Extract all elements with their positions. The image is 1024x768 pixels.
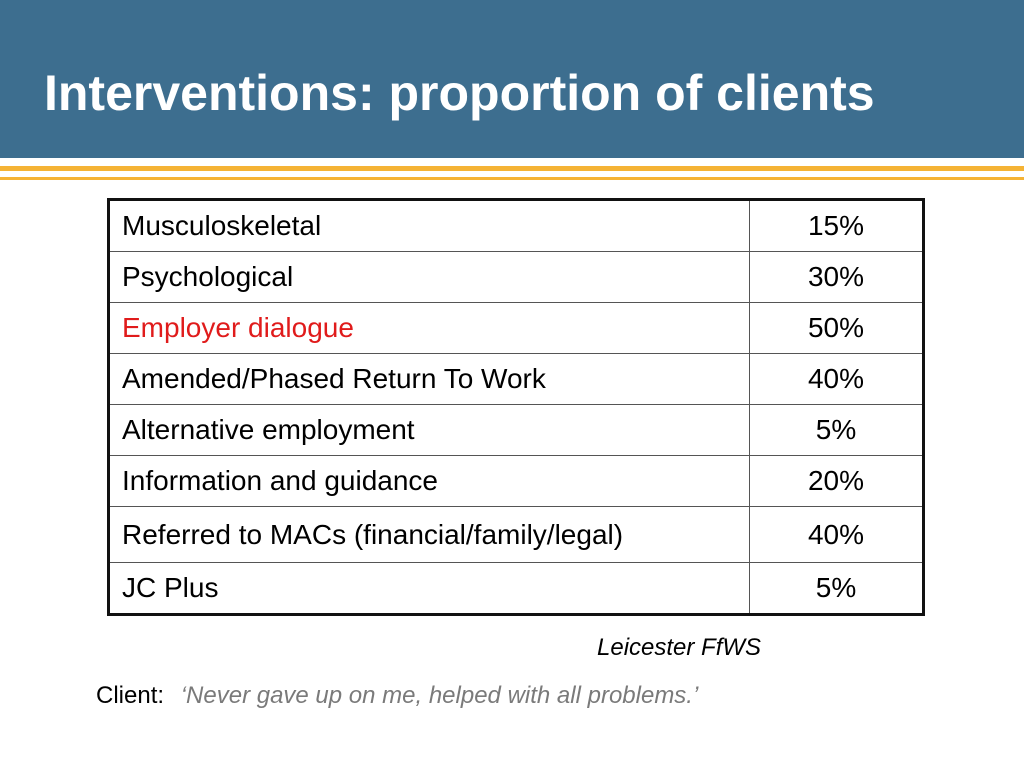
- table-row: Information and guidance 20%: [108, 455, 924, 507]
- table-row: Employer dialogue 50%: [108, 302, 924, 354]
- table-row: Psychological 30%: [108, 251, 924, 303]
- row-value: 50%: [749, 302, 924, 354]
- row-value: 40%: [749, 353, 924, 405]
- row-label-highlighted: Employer dialogue: [108, 302, 750, 354]
- row-value: 20%: [749, 455, 924, 507]
- row-label: Information and guidance: [108, 455, 750, 507]
- accent-stripe-bottom: [0, 177, 1024, 180]
- accent-stripe-top: [0, 166, 1024, 171]
- row-value: 5%: [749, 562, 924, 615]
- row-label: Amended/Phased Return To Work: [108, 353, 750, 405]
- row-label: Musculoskeletal: [108, 199, 750, 252]
- source-credit: Leicester FfWS: [597, 634, 762, 661]
- table-row: Amended/Phased Return To Work 40%: [108, 353, 924, 405]
- quote-label: Client:: [96, 682, 165, 709]
- row-label: Referred to MACs (financial/family/legal…: [108, 506, 750, 563]
- title-bar: Interventions: proportion of clients: [0, 0, 1024, 158]
- row-value: 30%: [749, 251, 924, 303]
- row-label: Alternative employment: [108, 404, 750, 456]
- client-quote: Client: ‘Never gave up on me, helped wit…: [96, 682, 698, 710]
- table-row: JC Plus 5%: [108, 562, 924, 615]
- row-value: 15%: [749, 199, 924, 252]
- row-value: 5%: [749, 404, 924, 456]
- table-row: Referred to MACs (financial/family/legal…: [108, 506, 924, 563]
- row-value: 40%: [749, 506, 924, 563]
- interventions-table: Musculoskeletal 15% Psychological 30% Em…: [107, 198, 925, 616]
- slide-title: Interventions: proportion of clients: [44, 65, 875, 121]
- row-label: Psychological: [108, 251, 750, 303]
- table-row: Musculoskeletal 15%: [108, 199, 924, 252]
- quote-text: ‘Never gave up on me, helped with all pr…: [180, 682, 699, 709]
- row-label: JC Plus: [108, 562, 750, 615]
- table-row: Alternative employment 5%: [108, 404, 924, 456]
